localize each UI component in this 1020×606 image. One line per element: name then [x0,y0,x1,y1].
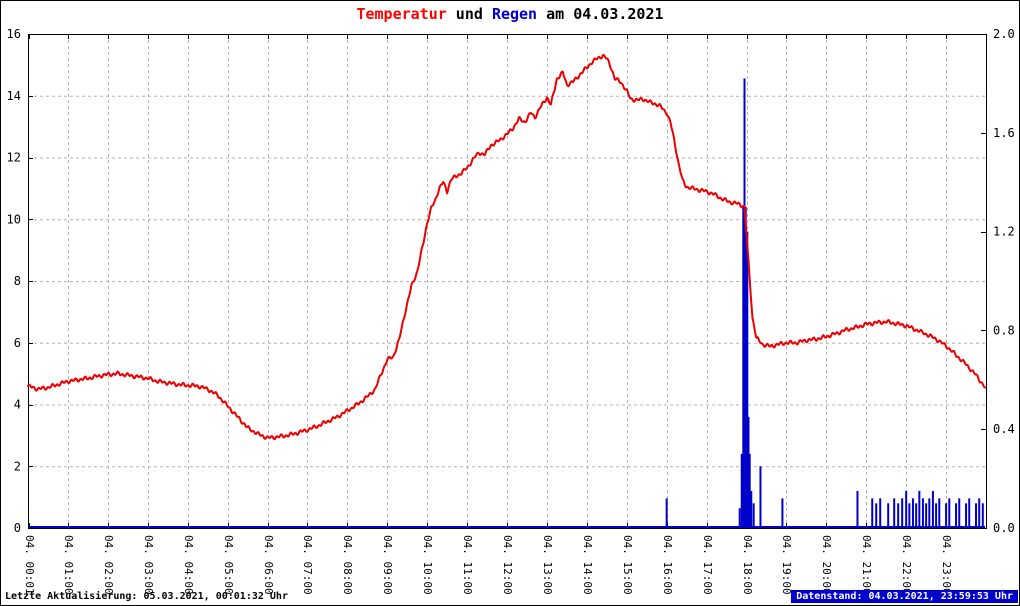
chart-title: Temperatur und Regen am 04.03.2021 [1,5,1019,23]
title-temperature-word: Temperatur [356,5,447,23]
y-left-tick-label: 0 [14,521,21,535]
x-tick-label: 04. 15:00 [621,535,634,595]
y-left-tick-label: 10 [7,212,21,226]
x-tick-label: 04. 12:00 [501,535,514,595]
grid-layer [28,34,986,528]
x-tick-label: 04. 13:00 [541,535,554,595]
x-tick-label: 04. 00:01 [23,535,36,595]
y-right-tick-label: 0.8 [993,323,1015,337]
rain-series [29,78,985,528]
title-und-word: und [446,5,492,23]
y-left-tick-label: 4 [14,398,21,412]
x-tick-label: 04. 18:00 [741,535,754,595]
x-tick-label: 04. 21:00 [860,535,873,595]
last-update-label: Letzte Aktualisierung: 05.03.2021, 00:01… [5,591,288,602]
title-rain-word: Regen [491,5,538,23]
x-tick-label: 04. 09:00 [381,535,394,595]
x-tick-label: 04. 03:00 [142,535,155,595]
axis-labels: 0 2 4 6 8 10 12 14 16 0.0 0.4 0.8 1.2 1.6 2.0 04. 00:01… [7,27,1015,595]
x-tick-label: 04. 07:00 [301,535,314,595]
x-tick-label: 04. 06:00 [262,535,275,595]
y-right-tick-label: 1.6 [993,126,1015,140]
y-left-tick-label: 2 [14,459,21,473]
title-date: am 04.03.2021 [537,5,664,23]
data-state-label: Datenstand: 04.03.2021, 23:59:53 Uhr [791,590,1018,603]
x-tick-label: 04. 04:00 [182,535,195,595]
x-tick-label: 04. 02:00 [102,535,115,595]
y-left-tick-label: 12 [7,151,21,165]
x-tick-label: 04. 08:00 [341,535,354,595]
y-right-tick-label: 2.0 [993,27,1015,41]
y-left-tick-label: 8 [14,274,21,288]
y-right-tick-label: 1.2 [993,225,1015,239]
temperature-line [27,53,987,441]
x-tick-label: 04. 22:00 [900,535,913,595]
x-tick-label: 04. 14:00 [581,535,594,595]
y-right-tick-label: 0.4 [993,422,1015,436]
y-left-tick-label: 14 [7,89,21,103]
x-tick-label: 04. 20:00 [820,535,833,595]
x-tick-label: 04. 17:00 [701,535,714,595]
x-tick-label: 04. 10:00 [421,535,434,595]
x-tick-label: 04. 11:00 [461,535,474,595]
x-tick-label: 04. 01:00 [62,535,75,595]
x-tick-label: 04. 19:00 [780,535,793,595]
y-left-tick-label: 6 [14,336,21,350]
y-left-tick-label: 16 [7,27,21,41]
y-right-tick-label: 0.0 [993,521,1015,535]
x-tick-label: 04. 05:00 [222,535,235,595]
x-tick-label: 04. 16:00 [661,535,674,595]
x-tick-label: 04. 23:00 [940,535,953,595]
